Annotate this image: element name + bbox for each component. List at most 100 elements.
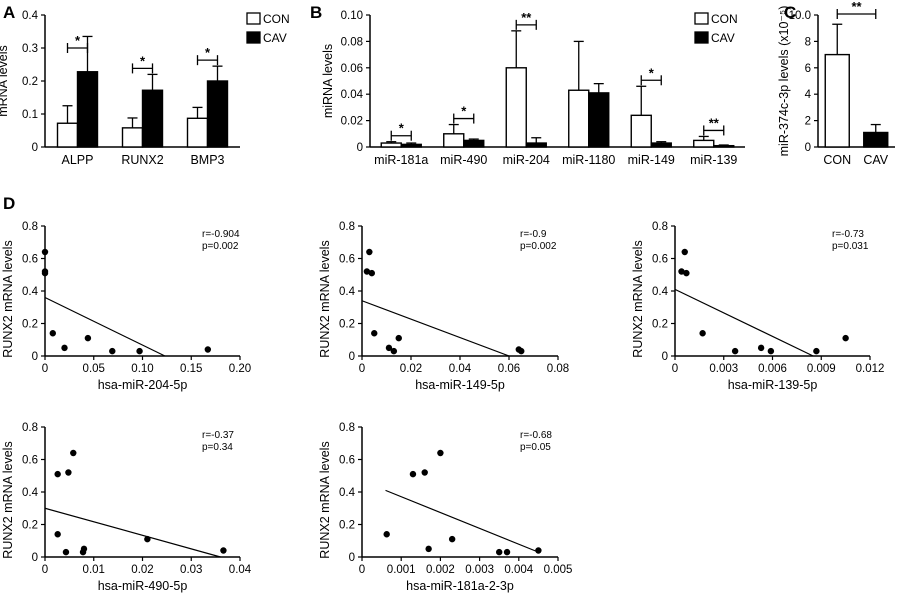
panel-d1-data-point [61,344,68,352]
panel-c-y-tick-label: 2 [805,116,811,128]
panel-d2-data-point [368,269,375,277]
panel-d4-y-tick-label: 0.2 [22,520,38,532]
panel-d5-y-label: RUNX2 mRNA levels [318,441,332,558]
panel-d1-y-tick-label: 0.2 [22,319,38,331]
panel-d4-x-tick-label: 0.02 [131,564,153,576]
panel-d5-data-point [421,469,428,476]
panel-d3-data-point [683,269,690,277]
panel-d3-regression-line [674,288,814,357]
panel-b-bar-cav [525,142,547,148]
panel-d4-data-point [65,469,72,476]
panel-d5-data-point [503,548,511,556]
panel-d2-p-value: p=0.002 [520,241,557,252]
panel-d3-x-tick-label: 0.012 [856,363,885,375]
panel-letter-a: A [3,3,15,22]
panel-d5-x-tick-label: 0.003 [465,564,494,576]
panel-d1-y-tick-label: 0.4 [22,286,39,298]
panel-d2-y-tick-label: 0.4 [339,286,356,298]
panel-letter-d: D [3,194,15,213]
panel-b-sig-label: * [649,65,655,80]
panel-d3-y-label: RUNX2 mRNA levels [631,240,645,357]
panel-d3-y-tick-label: 0 [662,351,668,363]
panel-d5-x-tick-label: 0.004 [504,564,533,576]
panel-a-bar-cav [141,89,164,148]
panel-d1-data-point [136,347,143,355]
panel-d2-data-point [395,334,402,342]
panel-d4-regression-line [44,507,221,558]
panel-d2-x-label: hsa-miR-149-5p [415,378,505,392]
panel-d1-data-point [41,269,49,277]
panel-d2-x-tick-label: 0.06 [498,363,520,375]
panel-d4-x-tick-label: 0.01 [83,564,105,576]
panel-d4-x-tick-label: 0.03 [180,564,202,576]
panel-d4-p-value: p=0.34 [202,442,233,453]
panel-d3-data-point [681,248,688,256]
panel-b-category-label: miR-181a [374,153,428,167]
panel-d4-data-point [54,531,61,538]
panel-d4-r-value: r=-0.37 [202,430,234,441]
panel-c-y-label: miR-374c-3p levels (x10⁻⁵) [777,6,791,157]
panel-d5-x-label: hsa-miR-181a-2-3p [406,579,514,593]
panel-b-category-label: miR-204 [503,153,550,167]
panel-d5-y-tick-label: 0.8 [339,422,355,434]
panel-b-bar-con [443,133,465,148]
panel-b-category-label: miR-490 [440,153,487,167]
panel-b-bar-cav [588,92,610,148]
panel-c-bar-cav [863,131,889,148]
panel-b-bar-con [693,139,715,148]
panel-a-bar-con [121,127,144,148]
panel-a-y-tick-label: 0.4 [22,10,39,22]
panel-a-y-tick-label: 0.2 [22,76,38,88]
panel-d5-x-tick-label: 0 [359,564,365,576]
panel-d3-data-point [731,347,739,355]
panel-c-bar-con [824,53,850,148]
panel-d2-y-tick-label: 0.2 [339,319,355,331]
panel-d5-regression-line [385,489,539,553]
panel-d1-y-tick-label: 0.6 [22,254,38,266]
panel-a-y-tick-label: 0.3 [22,43,38,55]
panel-d2-regression-line [361,300,510,357]
panel-d4-y-label: RUNX2 mRNA levels [1,441,15,558]
panel-c-category-label: CAV [863,153,888,167]
panel-b-sig-label: * [461,104,467,119]
panel-d1-y-label: RUNX2 mRNA levels [1,240,15,357]
panel-c-y-tick-label: 0 [805,142,811,154]
panel-d1-r-value: r=-0.904 [202,229,240,240]
panel-b-sig-label: ** [521,10,532,25]
panel-d3-x-tick-label: 0.009 [807,363,836,375]
panel-d3-x-tick-label: 0.003 [709,363,738,375]
panel-a-legend-label-con: CON [263,12,290,26]
panel-d2-x-tick-label: 0.04 [449,363,472,375]
panel-d2-x-tick-label: 0 [359,363,365,375]
panel-b-bar-con [568,89,590,148]
panel-d2-x-tick-label: 0.08 [547,363,569,375]
panel-a-sig-label: * [140,53,146,68]
panel-a-sig-label: * [75,33,81,48]
panel-d3-y-tick-label: 0.6 [652,254,668,266]
panel-d4-y-tick-label: 0.6 [22,455,38,467]
panel-b-legend-label-cav: CAV [711,31,735,45]
panel-d4-data-point [80,545,88,553]
panel-d3-data-point [767,347,775,355]
panel-d5-data-point [496,548,503,556]
panel-d3-data-point [678,268,685,275]
panel-d2-data-point [385,344,393,352]
panel-d1-x-tick-label: 0.05 [83,363,105,375]
panel-d2-data-point [363,268,371,275]
panel-letter-b: B [310,3,322,22]
panel-d4-x-label: hsa-miR-490-5p [98,579,188,593]
panel-b-bar-cav [463,139,485,148]
panel-a-bar-cav [206,80,229,148]
panel-d2-data-point [518,347,525,355]
panel-d4-y-tick-label: 0 [32,552,38,564]
panel-d1-data-point [204,346,212,353]
panel-d5-data-point [409,470,417,478]
panel-d1-data-point [109,347,116,355]
panel-d2-y-tick-label: 0 [349,351,355,363]
panel-d4-data-point [144,535,151,543]
panel-a-legend-swatch-con [246,12,261,25]
panel-d1-data-point [49,330,56,337]
panel-d1-regression-line [44,296,166,357]
panel-d4-data-point [70,449,77,457]
